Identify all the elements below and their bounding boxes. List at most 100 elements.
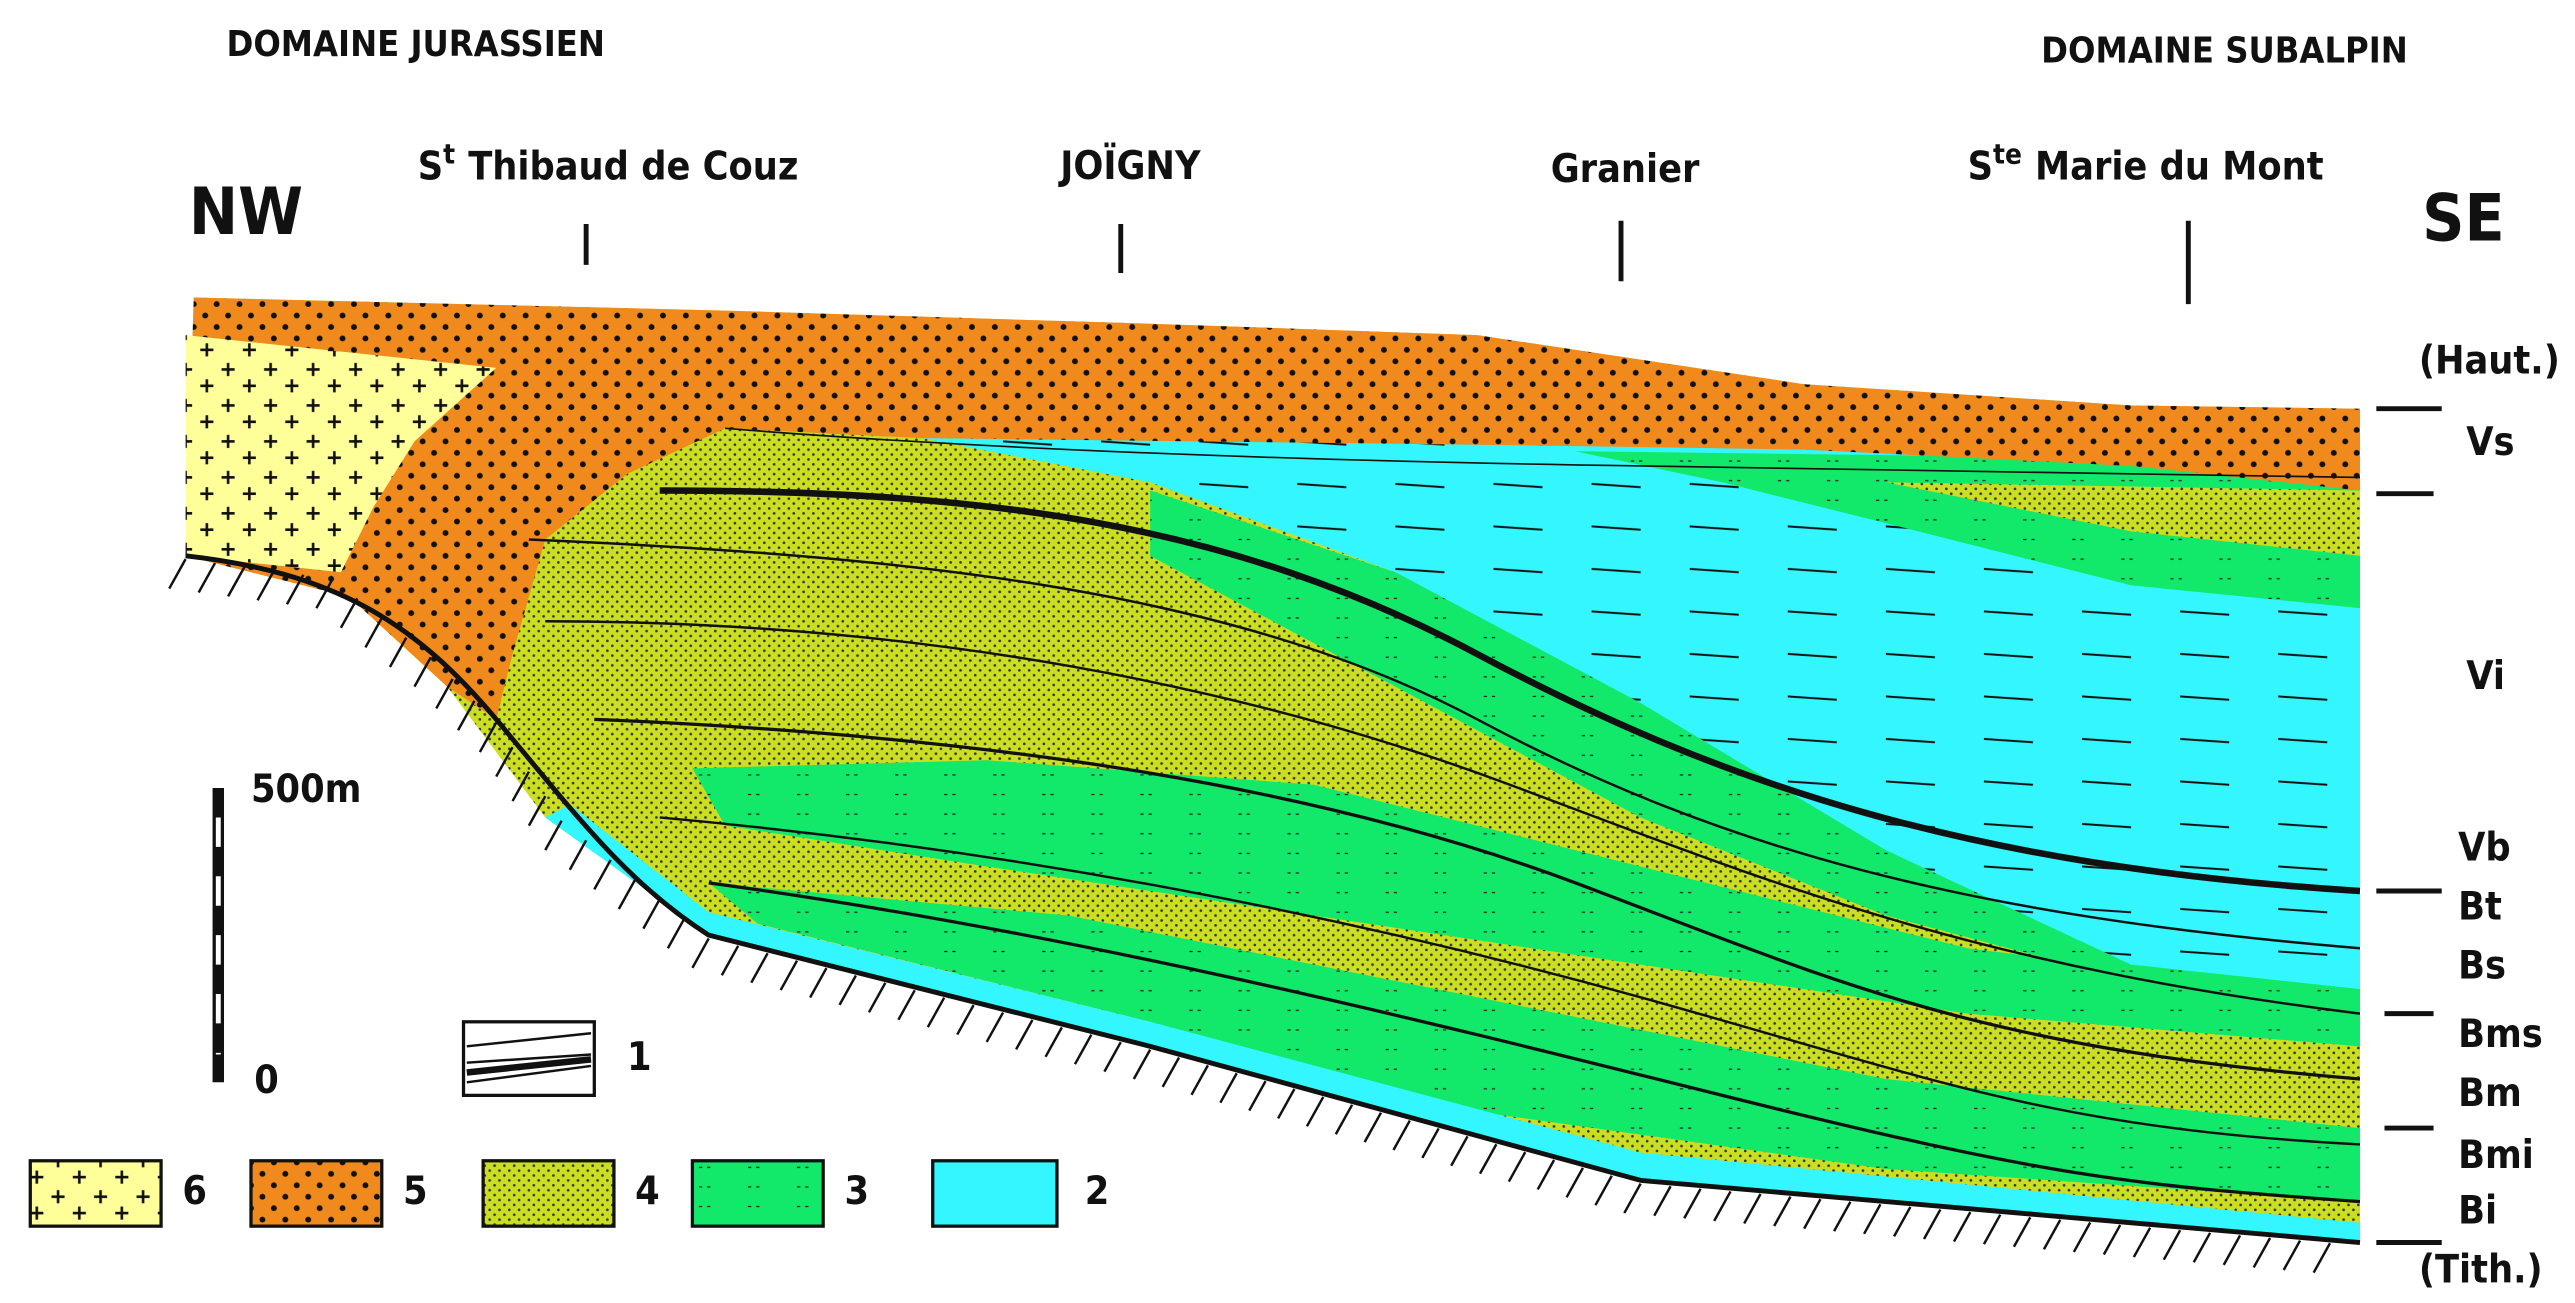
hatch-tick <box>365 618 381 647</box>
stratum-label: Bs <box>2458 943 2506 988</box>
hatch-tick <box>199 563 215 592</box>
hatch-tick <box>2194 1233 2210 1262</box>
hatch-tick <box>1104 1042 1120 1071</box>
cross-section: DOMAINE JURASSIEN DOMAINE SUBALPIN NW SE… <box>0 0 2575 1303</box>
direction-label: NW <box>189 174 303 250</box>
hatch-tick <box>781 961 797 990</box>
stratum-label: Vi <box>2466 654 2505 699</box>
hatch-tick <box>2074 1222 2090 1251</box>
hatch-tick <box>1834 1202 1850 1231</box>
hatch-tick <box>1774 1197 1790 1226</box>
hatch-tick <box>1864 1204 1880 1233</box>
hatch-tick <box>1538 1160 1554 1189</box>
hatch-tick <box>2314 1243 2330 1272</box>
hatch-tick <box>1654 1186 1670 1215</box>
hatch-tick <box>619 880 635 909</box>
hatch-tick <box>1451 1136 1467 1165</box>
hatch-tick <box>1278 1089 1294 1118</box>
hatch-tick <box>1422 1128 1438 1157</box>
legend-label: 2 <box>1085 1169 1110 1214</box>
hatch-tick <box>2104 1225 2120 1254</box>
locality-label: Granier <box>1551 147 1700 192</box>
hatch-tick <box>545 821 561 850</box>
strata-labels: (Haut.) Vs Vi Vb Bt Bs Bms Bm Bmi Bi (Ti… <box>2376 338 2559 1292</box>
hatch-tick <box>840 975 856 1004</box>
hatch-tick <box>341 598 357 627</box>
legend-label: 6 <box>182 1169 207 1214</box>
locality-label: Ste Marie du Mont <box>1968 137 2324 189</box>
hatch-tick <box>1804 1199 1820 1228</box>
hatch-tick <box>1249 1081 1265 1110</box>
legend-label: 3 <box>844 1169 869 1214</box>
scale-label: 0 <box>254 1058 279 1103</box>
domain-label: DOMAINE SUBALPIN <box>2041 30 2408 71</box>
hatch-tick <box>722 946 738 975</box>
stratum-label: (Haut.) <box>2419 338 2560 383</box>
hatch-tick <box>1624 1184 1640 1213</box>
hatch-tick <box>1336 1105 1352 1134</box>
stratum-label: Bi <box>2458 1189 2497 1234</box>
prefix: S <box>418 144 443 189</box>
legend-label: 5 <box>403 1169 428 1214</box>
hatch-tick <box>1744 1194 1760 1223</box>
hatch-tick <box>390 638 406 667</box>
hatch-tick <box>957 1005 973 1034</box>
locality-label: St Thibaud de Couz <box>418 137 799 189</box>
hatch-tick <box>869 983 885 1012</box>
stratum-label: Bm <box>2458 1071 2522 1116</box>
stratum-label: Bms <box>2458 1012 2543 1057</box>
direction-label: SE <box>2422 180 2505 256</box>
name: Thibaud de Couz <box>468 144 798 189</box>
hatch-tick <box>1365 1113 1381 1142</box>
hatch-tick <box>2254 1238 2270 1267</box>
superscript: t <box>443 137 455 170</box>
hatch-tick <box>810 968 826 997</box>
hatch-tick <box>898 990 914 1019</box>
section-body <box>169 298 2360 1273</box>
hatch-tick <box>692 938 708 967</box>
hatch-tick <box>570 840 586 869</box>
hatch-tick <box>1567 1168 1583 1197</box>
hatch-tick <box>1307 1097 1323 1126</box>
hatch-tick <box>1924 1210 1940 1239</box>
hatch-tick <box>228 567 244 596</box>
hatch-tick <box>668 919 684 948</box>
stratum-label: Vs <box>2466 420 2514 465</box>
hatch-tick <box>643 899 659 928</box>
legend: 6 5 4 3 2 1 <box>30 1022 1109 1226</box>
hatch-tick <box>1984 1215 2000 1244</box>
domain-label: DOMAINE JURASSIEN <box>226 24 604 65</box>
legend-label: 1 <box>627 1035 652 1080</box>
stratum-ticks <box>2376 409 2441 1243</box>
hatch-tick <box>2164 1230 2180 1259</box>
hatch-tick <box>1134 1050 1150 1079</box>
superscript: te <box>1993 137 2022 170</box>
prefix: S <box>1968 144 1993 189</box>
scale-label: 500m <box>251 767 361 812</box>
hatch-tick <box>1192 1065 1208 1094</box>
locality-ticks <box>586 221 2188 304</box>
hatch-tick <box>1163 1057 1179 1086</box>
hatch-tick <box>1714 1191 1730 1220</box>
hatch-tick <box>2284 1241 2300 1270</box>
hatch-tick <box>594 860 610 889</box>
hatch-tick <box>928 998 944 1027</box>
stratum-label: Bmi <box>2458 1133 2534 1178</box>
hatch-tick <box>1046 1027 1062 1056</box>
hatch-tick <box>1509 1152 1525 1181</box>
hatch-tick <box>1954 1212 1970 1241</box>
hatch-tick <box>1894 1207 1910 1236</box>
hatch-tick <box>1220 1073 1236 1102</box>
hatch-tick <box>2134 1228 2150 1257</box>
localities: St Thibaud de Couz JOÏGNY Granier Ste Mari… <box>418 137 2324 304</box>
hatch-tick <box>1480 1144 1496 1173</box>
hatch-tick <box>751 953 767 982</box>
hatch-tick <box>2014 1217 2030 1246</box>
locality-label: JOÏGNY <box>1058 142 1201 189</box>
hatch-tick <box>1595 1176 1611 1205</box>
name: Marie du Mont <box>2035 144 2324 189</box>
stratum-label: Bt <box>2458 884 2502 929</box>
hatch-tick <box>1684 1189 1700 1218</box>
hatch-tick <box>1016 1020 1032 1049</box>
hatch-tick <box>169 559 185 588</box>
